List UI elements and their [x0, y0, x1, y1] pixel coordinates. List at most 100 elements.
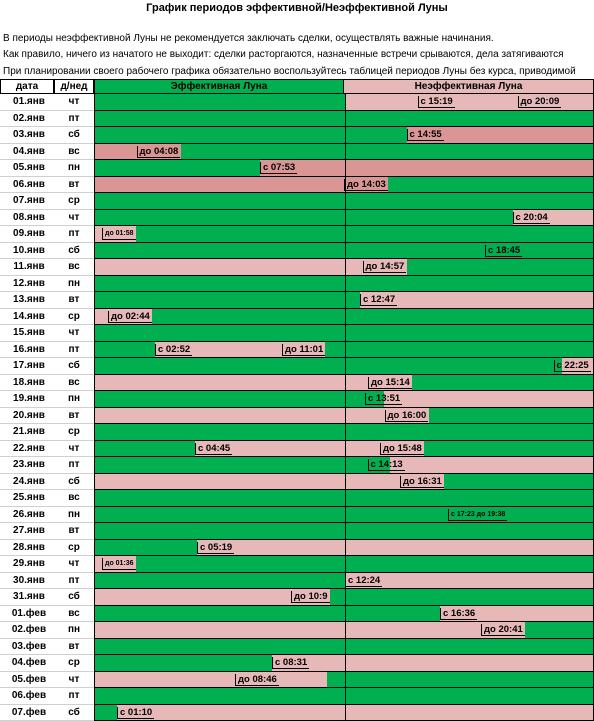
weekday-cell[interactable]: ср — [54, 540, 94, 557]
period-bar[interactable]: с 16:36 — [94, 606, 594, 623]
period-bar[interactable]: с 14:55 — [94, 127, 594, 144]
period-bar[interactable]: до 14:57 — [94, 259, 594, 276]
period-bar[interactable]: до 04:08 — [94, 144, 594, 161]
weekday-cell[interactable]: сб — [54, 474, 94, 491]
period-bar[interactable]: с 08:31 — [94, 655, 594, 672]
weekday-cell[interactable]: чт — [54, 441, 94, 458]
weekday-cell[interactable]: чт — [54, 556, 94, 573]
weekday-cell[interactable]: ср — [54, 193, 94, 210]
period-bar[interactable] — [94, 325, 594, 342]
period-bar[interactable]: до 10:9 — [94, 589, 594, 606]
period-bar[interactable] — [94, 688, 594, 705]
period-bar[interactable]: до 16:31 — [94, 474, 594, 491]
weekday-cell[interactable]: сб — [54, 243, 94, 260]
weekday-cell[interactable]: ср — [54, 424, 94, 441]
date-cell[interactable]: 05.фев — [0, 672, 54, 689]
date-cell[interactable]: 20.янв — [0, 408, 54, 425]
date-cell[interactable]: 03.фев — [0, 639, 54, 656]
date-cell[interactable]: 23.янв — [0, 457, 54, 474]
weekday-cell[interactable]: чт — [54, 94, 94, 111]
date-cell[interactable]: 21.янв — [0, 424, 54, 441]
date-cell[interactable]: 27.янв — [0, 523, 54, 540]
date-cell[interactable]: 13.янв — [0, 292, 54, 309]
period-bar[interactable] — [94, 193, 594, 210]
period-bar[interactable]: до 16:00 — [94, 408, 594, 425]
weekday-cell[interactable]: вс — [54, 259, 94, 276]
period-bar[interactable] — [94, 276, 594, 293]
date-cell[interactable]: 25.янв — [0, 490, 54, 507]
period-bar[interactable]: с 18:45 — [94, 243, 594, 260]
date-cell[interactable]: 04.фев — [0, 655, 54, 672]
date-cell[interactable]: 14.янв — [0, 309, 54, 326]
weekday-cell[interactable]: пт — [54, 342, 94, 359]
weekday-cell[interactable]: пт — [54, 573, 94, 590]
period-bar[interactable] — [94, 523, 594, 540]
period-bar[interactable]: до 15:14 — [94, 375, 594, 392]
header-ineffective[interactable]: Неэффективная Луна — [343, 79, 594, 94]
weekday-cell[interactable]: пн — [54, 391, 94, 408]
weekday-cell[interactable]: сб — [54, 358, 94, 375]
period-bar[interactable]: с 12:24 — [94, 573, 594, 590]
weekday-cell[interactable]: вт — [54, 292, 94, 309]
period-bar[interactable] — [94, 424, 594, 441]
date-cell[interactable]: 03.янв — [0, 127, 54, 144]
period-bar[interactable]: до 02:44 — [94, 309, 594, 326]
weekday-cell[interactable]: вт — [54, 523, 94, 540]
date-cell[interactable]: 08.янв — [0, 210, 54, 227]
header-effective[interactable]: Эффективная Луна — [94, 79, 344, 94]
date-cell[interactable]: 05.янв — [0, 160, 54, 177]
period-bar[interactable]: до 08:46 — [94, 672, 594, 689]
period-bar[interactable]: до 20:41 — [94, 622, 594, 639]
date-cell[interactable]: 07.фев — [0, 705, 54, 721]
weekday-cell[interactable]: чт — [54, 325, 94, 342]
weekday-cell[interactable]: пн — [54, 507, 94, 524]
weekday-cell[interactable]: пт — [54, 111, 94, 128]
date-cell[interactable]: 17.янв — [0, 358, 54, 375]
period-bar[interactable]: с 14:13 — [94, 457, 594, 474]
period-bar[interactable]: с 12:47 — [94, 292, 594, 309]
date-cell[interactable]: 29.янв — [0, 556, 54, 573]
date-cell[interactable]: 31.янв — [0, 589, 54, 606]
weekday-cell[interactable]: вс — [54, 375, 94, 392]
date-cell[interactable]: 28.янв — [0, 540, 54, 557]
weekday-cell[interactable]: вс — [54, 606, 94, 623]
weekday-cell[interactable]: сб — [54, 705, 94, 721]
header-weekday[interactable]: д/нед — [54, 79, 94, 94]
weekday-cell[interactable]: вт — [54, 408, 94, 425]
weekday-cell[interactable]: пн — [54, 622, 94, 639]
header-date[interactable]: дата — [0, 79, 54, 94]
period-bar[interactable]: до 14:03 — [94, 177, 594, 194]
weekday-cell[interactable]: чт — [54, 672, 94, 689]
period-bar[interactable]: с 17:23 до 19:38 — [94, 507, 594, 524]
weekday-cell[interactable]: пн — [54, 276, 94, 293]
period-bar[interactable] — [94, 111, 594, 128]
weekday-cell[interactable]: пн — [54, 160, 94, 177]
date-cell[interactable]: 12.янв — [0, 276, 54, 293]
period-bar[interactable] — [94, 490, 594, 507]
weekday-cell[interactable]: сб — [54, 127, 94, 144]
date-cell[interactable]: 01.фев — [0, 606, 54, 623]
weekday-cell[interactable]: вт — [54, 177, 94, 194]
period-bar[interactable]: с 13:51 — [94, 391, 594, 408]
weekday-cell[interactable]: ср — [54, 309, 94, 326]
date-cell[interactable]: 02.янв — [0, 111, 54, 128]
date-cell[interactable]: 06.янв — [0, 177, 54, 194]
weekday-cell[interactable]: вс — [54, 490, 94, 507]
weekday-cell[interactable]: вс — [54, 144, 94, 161]
weekday-cell[interactable]: ср — [54, 655, 94, 672]
date-cell[interactable]: 24.янв — [0, 474, 54, 491]
weekday-cell[interactable]: сб — [54, 589, 94, 606]
period-bar[interactable]: до 01:58 — [94, 226, 594, 243]
date-cell[interactable]: 26.янв — [0, 507, 54, 524]
weekday-cell[interactable]: пт — [54, 688, 94, 705]
date-cell[interactable]: 06.фев — [0, 688, 54, 705]
date-cell[interactable]: 30.янв — [0, 573, 54, 590]
weekday-cell[interactable]: пт — [54, 226, 94, 243]
period-bar[interactable] — [94, 639, 594, 656]
weekday-cell[interactable]: чт — [54, 210, 94, 227]
date-cell[interactable]: 09.янв — [0, 226, 54, 243]
period-bar[interactable]: с 07:53 — [94, 160, 594, 177]
